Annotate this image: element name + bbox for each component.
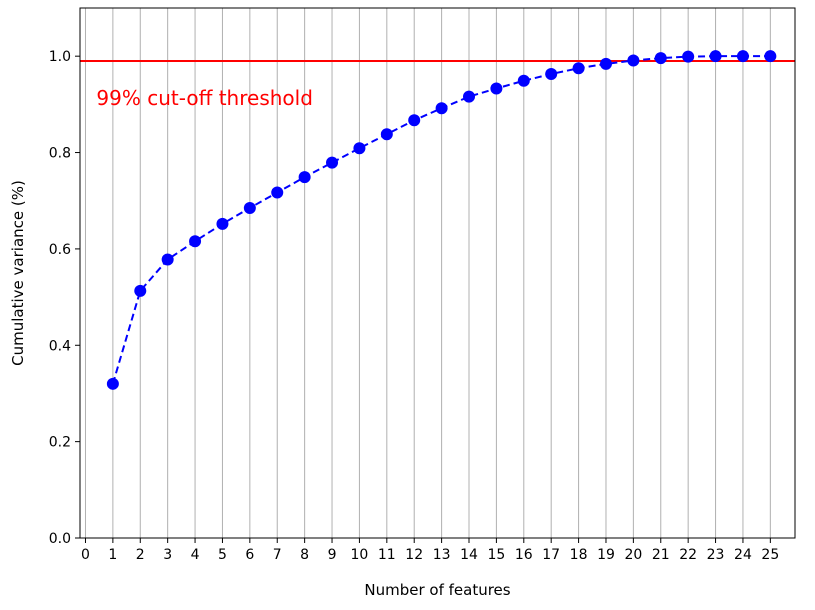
data-point [736,50,749,63]
x-tick-label: 0 [81,547,90,563]
x-tick-label: 25 [761,547,779,563]
x-tick-label: 18 [570,547,588,563]
x-tick-label: 10 [351,547,369,563]
y-tick-label: 0.2 [49,435,71,451]
data-point [271,186,284,199]
data-point [709,50,722,63]
x-tick-label: 17 [542,547,560,563]
grid-layer [84,8,771,538]
x-tick-label: 12 [405,547,423,563]
data-point [298,171,311,184]
x-tick-label: 23 [707,547,725,563]
y-axis-ticks: 0.0 0.2 0.4 0.6 0.8 1.0 [49,49,80,547]
x-tick-label: 15 [487,547,505,563]
x-tick-label: 14 [460,547,478,563]
x-tick-label: 5 [218,547,227,563]
data-point [545,68,558,81]
x-tick-label: 4 [191,547,200,563]
x-tick-label: 2 [136,547,145,563]
x-tick-label: 1 [108,547,117,563]
data-point [435,102,448,115]
data-point [682,50,695,63]
y-tick-label: 1.0 [49,49,71,65]
x-tick-label: 7 [273,547,282,563]
x-axis-ticks: 0 1 2 3 4 5 6 7 8 9 10 11 12 13 14 15 16 17 18 19 20 21 22 23 24… [81,538,779,563]
data-point [654,52,667,65]
x-tick-label: 13 [433,547,451,563]
x-tick-label: 8 [300,547,309,563]
x-tick-label: 9 [328,547,337,563]
y-tick-label: 0.4 [49,338,71,354]
data-point [463,90,476,103]
x-tick-label: 22 [679,547,697,563]
data-point [189,235,202,248]
x-tick-label: 21 [652,547,670,563]
x-tick-label: 11 [378,547,396,563]
data-point [408,114,421,127]
x-tick-label: 3 [163,547,172,563]
data-point [243,201,256,214]
x-tick-label: 24 [734,547,752,563]
x-tick-label: 6 [245,547,254,563]
data-point [599,57,612,70]
x-tick-label: 16 [515,547,533,563]
threshold-label: 99% cut-off threshold [96,86,312,110]
data-point [764,50,777,63]
data-point [380,128,393,141]
y-tick-label: 0.8 [49,146,71,162]
data-point [106,377,119,390]
y-tick-label: 0.6 [49,242,71,258]
x-tick-label: 19 [597,547,615,563]
data-point [572,62,585,75]
plot-frame [79,7,796,539]
data-point [353,142,366,155]
data-point [216,217,229,230]
data-point [134,284,147,297]
data-point [161,253,174,266]
y-axis-label: Cumulative variance (%) [9,180,27,366]
data-point [326,156,339,169]
data-point [490,82,503,95]
y-tick-label: 0.0 [49,531,71,547]
threshold-layer: 99% cut-off threshold [80,60,795,110]
data-point [517,74,530,87]
x-tick-label: 20 [624,547,642,563]
series-layer [106,50,777,390]
x-axis-label: Number of features [364,581,510,599]
data-point [627,54,640,67]
